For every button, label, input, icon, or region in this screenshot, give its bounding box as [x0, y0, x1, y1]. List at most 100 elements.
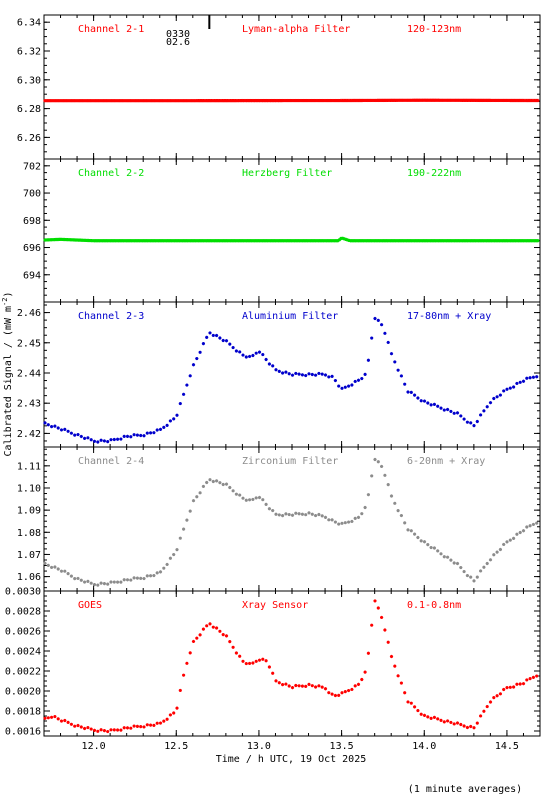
data-point	[73, 724, 77, 728]
data-point	[518, 682, 522, 686]
panel-1: 6.26 6.28 6.30 6.32 6.34 Channel 2-1 Lyman-alp…	[17, 14, 541, 160]
data-point	[234, 492, 238, 496]
series-points	[43, 236, 540, 243]
data-point	[102, 582, 106, 586]
panel-title: GOES	[78, 600, 102, 611]
data-point	[505, 387, 509, 391]
data-point	[535, 674, 539, 678]
data-point	[152, 431, 156, 435]
data-point	[185, 383, 189, 387]
data-point	[234, 651, 238, 655]
data-point	[436, 549, 440, 553]
data-point	[531, 522, 535, 527]
data-point	[356, 515, 361, 520]
data-point	[294, 511, 298, 515]
data-point	[119, 728, 123, 732]
data-point	[158, 570, 163, 574]
data-point	[465, 725, 469, 730]
data-point	[277, 513, 281, 517]
data-point	[525, 678, 529, 682]
data-point	[307, 682, 311, 686]
data-point	[56, 426, 60, 430]
data-point	[50, 425, 54, 429]
data-point	[356, 682, 361, 686]
series-points	[43, 599, 539, 734]
data-point	[337, 693, 341, 698]
data-point	[515, 682, 519, 686]
data-point	[139, 433, 143, 438]
data-point	[43, 716, 47, 720]
data-point	[281, 514, 285, 518]
data-point	[479, 413, 483, 417]
data-point	[92, 583, 97, 587]
series-points	[43, 98, 540, 103]
data-point	[336, 239, 340, 243]
data-point	[46, 563, 50, 567]
data-point	[162, 566, 166, 570]
panel-5: 0.0016 0.0018 0.0020 0.0022 0.0024 0.0026 0.00…	[5, 587, 541, 752]
x-tick-label: 12.0	[82, 741, 106, 752]
data-point	[416, 708, 420, 713]
data-point	[102, 439, 106, 443]
data-point	[360, 512, 364, 516]
data-point	[142, 434, 146, 438]
data-point	[215, 626, 219, 630]
data-point	[446, 407, 450, 412]
data-point	[495, 694, 499, 698]
data-point	[79, 578, 83, 582]
data-point	[422, 399, 427, 403]
data-point	[432, 546, 436, 550]
data-point	[99, 728, 103, 732]
data-point	[132, 433, 136, 437]
x-tick-label: 12.5	[164, 741, 188, 752]
y-tick-label: 6.30	[17, 75, 41, 86]
data-point	[330, 374, 334, 378]
data-point	[455, 721, 460, 725]
data-point	[241, 659, 245, 663]
data-point	[432, 715, 436, 720]
y-tick-label: 0.0030	[5, 587, 41, 598]
data-point	[248, 661, 252, 666]
data-point	[83, 726, 87, 731]
x-tick-label: 14.0	[412, 741, 436, 752]
data-point	[376, 460, 380, 464]
data-point	[320, 514, 324, 518]
panel-band: 0.1-0.8nm	[407, 600, 461, 611]
data-point	[502, 687, 506, 692]
data-point	[399, 513, 403, 518]
data-point	[436, 717, 440, 721]
data-point	[218, 481, 222, 485]
data-point	[525, 525, 529, 529]
data-point	[416, 535, 420, 540]
marker-label-bottom: 02.6	[166, 37, 190, 48]
data-point	[149, 431, 153, 435]
data-point	[175, 548, 179, 552]
data-point	[208, 478, 212, 482]
data-point	[462, 569, 466, 574]
data-point	[469, 421, 473, 425]
data-point	[264, 502, 268, 506]
y-tick-label: 698	[23, 216, 41, 227]
data-point	[251, 661, 255, 665]
data-point	[201, 484, 205, 489]
data-point	[304, 373, 308, 378]
data-point	[304, 684, 308, 688]
data-point	[145, 574, 149, 578]
data-point	[413, 393, 417, 397]
data-point	[191, 499, 196, 503]
data-point	[86, 579, 90, 583]
y-tick-label: 1.08	[17, 528, 41, 539]
data-point	[290, 373, 295, 377]
data-point	[386, 483, 390, 487]
data-point	[50, 565, 54, 570]
data-point	[287, 512, 291, 517]
data-point	[116, 580, 120, 584]
panel-filter: Herzberg Filter	[242, 168, 332, 179]
data-point	[132, 576, 136, 580]
data-point	[475, 419, 479, 424]
data-point	[132, 724, 136, 728]
data-point	[244, 498, 248, 502]
y-tick-label: 0.0026	[5, 627, 41, 638]
data-point	[79, 725, 83, 729]
data-point	[363, 372, 367, 376]
